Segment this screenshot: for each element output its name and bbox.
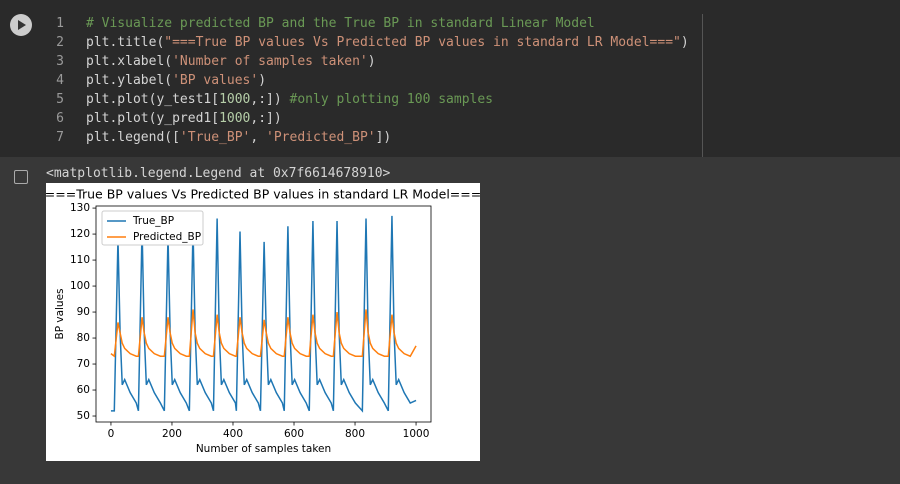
line-numbers: 1 2 3 4 5 6 7 (40, 14, 64, 147)
code: # Visualize predicted BP and the True BP… (86, 14, 689, 147)
x-tick-label: 200 (162, 428, 182, 440)
line-number: 2 (56, 35, 64, 50)
legend-label: True_BP (132, 215, 174, 227)
code-token: #only plotting 100 samples (289, 92, 494, 107)
chart: ===True BP values Vs Predicted BP values… (46, 183, 480, 461)
code-token: plt.title( (86, 35, 165, 50)
code-line: plt.xlabel('Number of samples taken') (86, 52, 689, 71)
code-token: plt.legend([ (86, 130, 180, 145)
code-token: "===True BP values Vs Predicted BP value… (164, 35, 681, 50)
code-token: ,:]) (250, 92, 290, 107)
y-tick-label: 70 (77, 358, 90, 370)
x-axis-label: Number of samples taken (196, 443, 331, 455)
line-number: 1 (56, 16, 64, 31)
code-line: plt.plot(y_pred1[1000,:]) (86, 109, 689, 128)
code-token: 1000 (219, 92, 251, 107)
code-token: 'Number of samples taken' (172, 54, 368, 69)
code-line: # Visualize predicted BP and the True BP… (86, 14, 689, 33)
code-token: 'Predicted_BP' (266, 130, 376, 145)
code-token: ) (367, 54, 376, 69)
code-token: 'BP values' (172, 73, 259, 88)
y-tick-label: 50 (77, 410, 90, 422)
code-token: 1000 (219, 111, 251, 126)
legend-box (101, 210, 204, 246)
y-tick-label: 110 (70, 254, 90, 266)
y-tick-label: 80 (77, 332, 90, 344)
code-token: ) (258, 73, 267, 88)
code-cell: 1 2 3 4 5 6 7 # Visualize predicted BP and the… (0, 0, 900, 157)
legend-label: Predicted_BP (133, 231, 201, 243)
y-axis-label: BP values (54, 288, 66, 339)
code-token: plt.xlabel( (86, 54, 173, 69)
code-line: plt.title("===True BP values Vs Predicte… (86, 33, 689, 52)
code-token: plt.ylabel( (86, 73, 173, 88)
code-token: , (250, 130, 267, 145)
x-tick-label: 400 (223, 428, 243, 440)
y-tick-label: 100 (70, 280, 90, 292)
output-icon[interactable] (14, 170, 28, 184)
line-number: 3 (56, 54, 64, 69)
data-line (110, 309, 417, 358)
code-token: 'True_BP' (179, 130, 251, 145)
line-number: 5 (56, 92, 64, 107)
y-tick-label: 60 (77, 384, 90, 396)
y-tick-label: 90 (77, 306, 90, 318)
x-tick-label: 600 (284, 428, 304, 440)
line-number: 6 (56, 111, 64, 126)
chart-title: ===True BP values Vs Predicted BP values… (46, 187, 480, 202)
data-line (110, 215, 417, 413)
code-token: plt.plot(y_test1[ (86, 92, 220, 107)
code-line: plt.ylabel('BP values') (86, 71, 689, 90)
run-button[interactable] (10, 14, 32, 36)
code-token: plt.plot(y_pred1[ (86, 111, 220, 126)
x-tick-label: 800 (345, 428, 365, 440)
code-line: plt.plot(y_test1[1000,:]) #only plotting… (86, 90, 689, 109)
code-line: plt.legend(['True_BP', 'Predicted_BP']) (86, 128, 689, 147)
code-token: ]) (375, 130, 392, 145)
y-tick-label: 130 (70, 202, 90, 214)
axes-frame (95, 205, 432, 423)
x-tick-label: 1000 (403, 428, 430, 440)
code-token: ) (680, 35, 689, 50)
code-token: # Visualize predicted BP and the True BP… (86, 16, 595, 31)
line-number: 4 (56, 73, 64, 88)
line-number: 7 (56, 130, 64, 145)
x-tick-label: 0 (108, 428, 115, 440)
code-token: ,:]) (250, 111, 282, 126)
y-tick-label: 120 (70, 228, 90, 240)
divider (702, 14, 703, 157)
output-text: <matplotlib.legend.Legend at 0x7f6614678… (46, 166, 391, 181)
